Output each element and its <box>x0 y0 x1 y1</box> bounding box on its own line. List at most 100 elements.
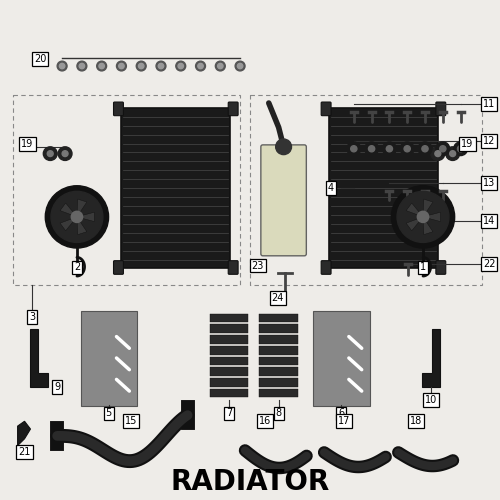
Polygon shape <box>60 217 77 230</box>
Text: 5: 5 <box>106 408 112 418</box>
FancyBboxPatch shape <box>210 314 248 322</box>
FancyBboxPatch shape <box>81 312 138 406</box>
Circle shape <box>404 146 410 152</box>
Circle shape <box>238 64 243 68</box>
FancyBboxPatch shape <box>210 335 248 344</box>
Circle shape <box>435 150 441 156</box>
Circle shape <box>431 147 445 160</box>
Circle shape <box>44 147 57 160</box>
Circle shape <box>79 64 84 68</box>
Circle shape <box>196 61 205 71</box>
Circle shape <box>51 192 103 242</box>
FancyBboxPatch shape <box>321 102 331 116</box>
Circle shape <box>446 147 460 160</box>
FancyBboxPatch shape <box>260 335 298 344</box>
Circle shape <box>57 61 67 71</box>
Text: 22: 22 <box>483 258 496 268</box>
Polygon shape <box>422 329 440 387</box>
Circle shape <box>58 147 72 160</box>
Circle shape <box>46 186 108 248</box>
Circle shape <box>99 64 104 68</box>
FancyBboxPatch shape <box>260 324 298 333</box>
FancyBboxPatch shape <box>260 314 298 322</box>
Text: 9: 9 <box>54 382 60 392</box>
Circle shape <box>60 64 65 68</box>
FancyBboxPatch shape <box>314 312 370 406</box>
FancyBboxPatch shape <box>260 346 298 354</box>
Circle shape <box>436 142 450 156</box>
Circle shape <box>235 61 245 71</box>
Text: 16: 16 <box>258 416 271 426</box>
Text: 2: 2 <box>74 262 80 272</box>
FancyBboxPatch shape <box>210 356 248 366</box>
Circle shape <box>368 146 374 152</box>
Polygon shape <box>423 199 433 217</box>
Circle shape <box>48 150 53 156</box>
FancyBboxPatch shape <box>210 324 248 333</box>
Circle shape <box>347 142 360 156</box>
Text: 14: 14 <box>483 216 496 226</box>
FancyBboxPatch shape <box>436 260 446 274</box>
Circle shape <box>218 64 223 68</box>
Circle shape <box>364 142 378 156</box>
Polygon shape <box>77 217 87 234</box>
FancyBboxPatch shape <box>228 260 238 274</box>
Text: 4: 4 <box>328 182 334 192</box>
FancyBboxPatch shape <box>260 378 298 386</box>
Text: 20: 20 <box>34 54 46 64</box>
FancyBboxPatch shape <box>114 102 124 116</box>
Polygon shape <box>60 203 77 217</box>
Circle shape <box>96 61 106 71</box>
Polygon shape <box>423 217 433 234</box>
FancyBboxPatch shape <box>210 388 248 398</box>
Circle shape <box>118 64 124 68</box>
Circle shape <box>136 61 146 71</box>
Circle shape <box>276 139 291 154</box>
Text: 8: 8 <box>276 408 281 418</box>
FancyBboxPatch shape <box>260 367 298 376</box>
Text: 11: 11 <box>483 99 496 109</box>
Circle shape <box>77 61 87 71</box>
Circle shape <box>71 212 83 222</box>
Circle shape <box>178 64 184 68</box>
Polygon shape <box>30 329 48 387</box>
Circle shape <box>418 212 428 222</box>
Circle shape <box>158 64 164 68</box>
Circle shape <box>350 146 357 152</box>
Text: 21: 21 <box>18 448 30 458</box>
Text: 19: 19 <box>22 139 34 149</box>
Circle shape <box>156 61 166 71</box>
Text: 12: 12 <box>483 136 496 146</box>
FancyBboxPatch shape <box>436 102 446 116</box>
Circle shape <box>422 146 428 152</box>
Circle shape <box>116 61 126 71</box>
Circle shape <box>138 64 144 68</box>
Text: 17: 17 <box>338 416 350 426</box>
FancyBboxPatch shape <box>228 102 238 116</box>
Text: 23: 23 <box>252 260 264 270</box>
Text: 1: 1 <box>420 262 426 272</box>
Polygon shape <box>77 199 87 217</box>
Circle shape <box>458 146 464 152</box>
Circle shape <box>216 61 226 71</box>
Text: 6: 6 <box>338 408 344 418</box>
FancyBboxPatch shape <box>210 378 248 386</box>
Polygon shape <box>423 212 440 222</box>
Circle shape <box>397 192 449 242</box>
Circle shape <box>450 150 456 156</box>
Text: RADIATOR: RADIATOR <box>170 468 330 495</box>
Text: 18: 18 <box>410 416 422 426</box>
Text: 3: 3 <box>30 312 36 322</box>
Text: 13: 13 <box>483 178 496 188</box>
Circle shape <box>62 150 68 156</box>
Polygon shape <box>406 217 423 230</box>
FancyBboxPatch shape <box>260 356 298 366</box>
FancyBboxPatch shape <box>329 108 438 268</box>
Circle shape <box>386 146 392 152</box>
Circle shape <box>418 142 432 156</box>
Circle shape <box>176 61 186 71</box>
FancyBboxPatch shape <box>114 260 124 274</box>
Polygon shape <box>406 203 423 217</box>
FancyBboxPatch shape <box>210 367 248 376</box>
Text: 15: 15 <box>125 416 138 426</box>
